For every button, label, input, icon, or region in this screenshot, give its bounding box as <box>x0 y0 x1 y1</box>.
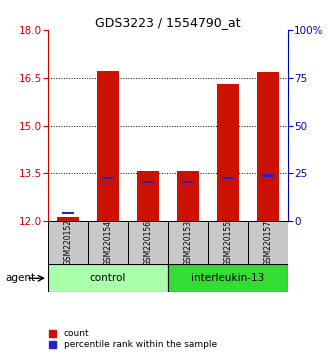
Bar <box>182 181 194 183</box>
Bar <box>62 212 74 214</box>
Bar <box>97 71 119 221</box>
Bar <box>102 177 115 179</box>
Legend: count, percentile rank within the sample: count, percentile rank within the sample <box>49 329 217 349</box>
Bar <box>88 221 128 264</box>
Bar <box>221 177 234 179</box>
Bar <box>137 171 159 221</box>
Text: GSM220155: GSM220155 <box>223 219 232 266</box>
Bar <box>48 264 168 292</box>
Bar <box>168 264 288 292</box>
Text: interleukin-13: interleukin-13 <box>191 273 264 283</box>
Title: GDS3223 / 1554790_at: GDS3223 / 1554790_at <box>95 16 241 29</box>
Bar <box>248 221 288 264</box>
Bar <box>142 181 154 183</box>
Bar <box>168 221 208 264</box>
Bar <box>208 221 248 264</box>
Bar <box>48 221 88 264</box>
Bar <box>128 221 168 264</box>
Text: control: control <box>90 273 126 283</box>
Text: agent: agent <box>5 273 35 283</box>
Text: GSM220157: GSM220157 <box>263 219 272 266</box>
Text: GSM220156: GSM220156 <box>143 219 153 266</box>
Text: GSM220154: GSM220154 <box>104 219 113 266</box>
Bar <box>261 175 274 177</box>
Bar <box>177 171 199 221</box>
Bar <box>217 84 239 221</box>
Bar <box>57 217 79 221</box>
Text: GSM220152: GSM220152 <box>64 219 72 266</box>
Bar <box>257 72 279 221</box>
Text: GSM220153: GSM220153 <box>183 219 193 266</box>
